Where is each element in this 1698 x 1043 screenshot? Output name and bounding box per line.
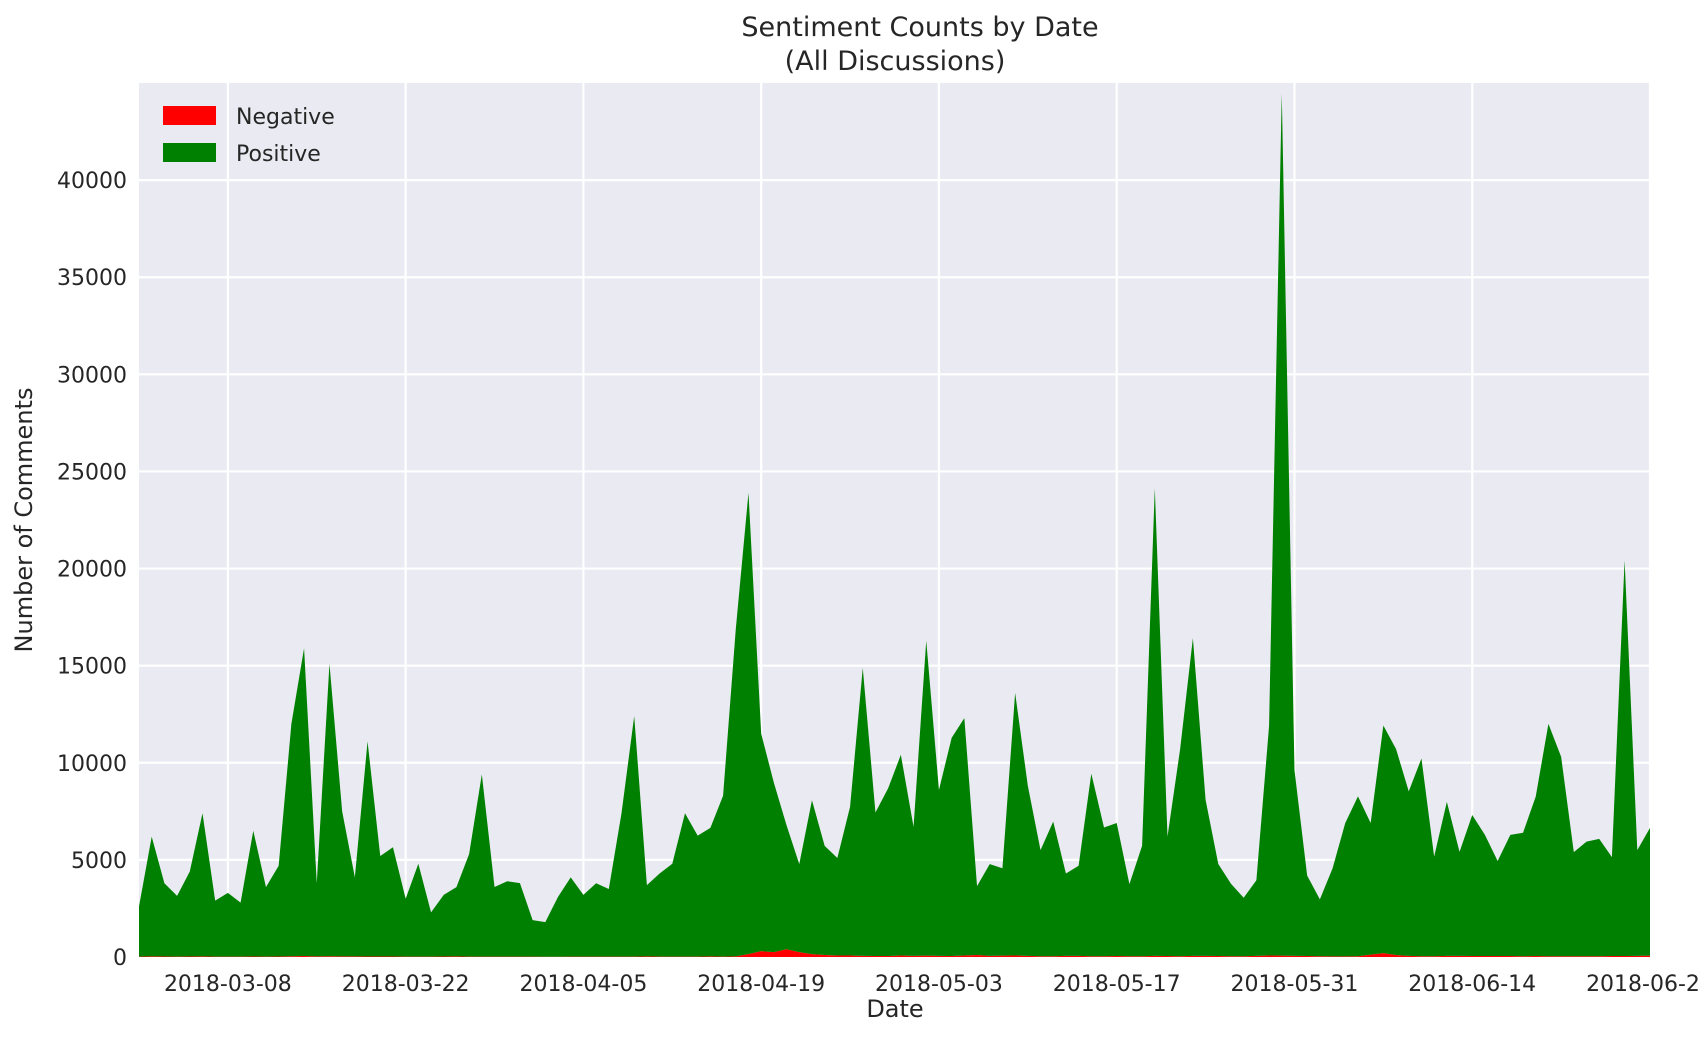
x-tick-label: 2018-03-08 (164, 972, 292, 997)
y-axis-ticks: 0 5000 10000 15000 20000 25000 30000 35000 40000 (57, 169, 127, 971)
legend-swatch-negative (163, 106, 216, 125)
x-tick-label: 2018-05-03 (875, 972, 1003, 997)
y-tick-label: 5000 (71, 849, 127, 874)
y-tick-label: 15000 (57, 655, 127, 680)
x-tick-label: 2018-06-28 (1586, 972, 1698, 997)
y-tick-label: 25000 (57, 460, 127, 485)
x-tick-label: 2018-06-14 (1408, 972, 1536, 997)
y-tick-label: 30000 (57, 363, 127, 388)
legend-label-positive: Positive (236, 142, 321, 167)
chart-title: Sentiment Counts by Date (741, 12, 1098, 43)
y-tick-label: 10000 (57, 752, 127, 777)
legend-label-negative: Negative (236, 105, 335, 130)
y-tick-label: 20000 (57, 558, 127, 583)
y-axis-label: Number of Comments (10, 388, 38, 653)
x-tick-label: 2018-05-17 (1053, 972, 1181, 997)
x-tick-label: 2018-04-19 (697, 972, 825, 997)
x-axis-ticks: 2018-03-08 2018-03-22 2018-04-05 2018-04-19… (164, 972, 1698, 997)
legend: Negative Positive (163, 105, 335, 167)
y-tick-label: 0 (113, 946, 127, 971)
x-tick-label: 2018-03-22 (342, 972, 470, 997)
area-series (139, 93, 1650, 957)
y-tick-label: 40000 (57, 169, 127, 194)
x-tick-label: 2018-04-05 (519, 972, 647, 997)
area-positive (139, 93, 1650, 957)
chart-subtitle: (All Discussions) (785, 46, 1006, 77)
x-axis-label: Date (866, 995, 923, 1023)
y-tick-label: 35000 (57, 266, 127, 291)
x-tick-label: 2018-05-31 (1231, 972, 1359, 997)
area-negative (139, 949, 1650, 957)
legend-swatch-positive (163, 143, 216, 162)
